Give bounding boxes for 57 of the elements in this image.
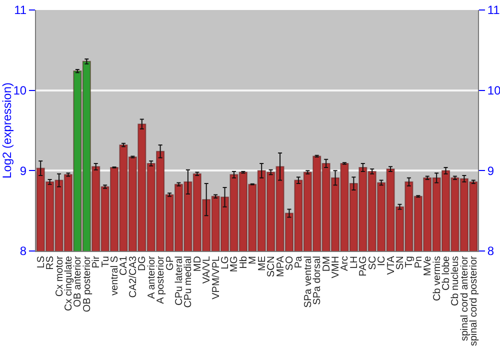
x-tick-label: DM <box>321 256 332 272</box>
x-tick-label: VTA <box>386 256 397 275</box>
x-tick-label: Cx cingulate <box>63 256 74 312</box>
x-tick-label: M <box>248 256 259 264</box>
x-tick-label: OB posterior <box>82 255 93 312</box>
x-tick-label: ME <box>256 256 268 271</box>
x-tick-label: MPA <box>275 256 286 277</box>
x-tick-label: SO <box>284 256 296 270</box>
x-tick-label: Pa <box>294 256 305 268</box>
x-tick-label: Cx motor <box>54 255 66 297</box>
x-tick-label: A anterior <box>146 255 158 299</box>
y-axis-title: Log2 (expression) <box>0 82 14 179</box>
x-tick-label: Pir <box>91 255 102 268</box>
x-tick-label: Pn <box>413 256 424 268</box>
x-tick-label: Cb nucleus <box>450 256 462 306</box>
y-tick-label: 11 <box>14 3 27 18</box>
x-tick-label: SPa ventral <box>302 256 314 308</box>
x-tick-label: VPM/VPL <box>210 256 222 300</box>
x-tick-label: LH <box>348 256 360 269</box>
x-tick-label: GP <box>164 256 176 270</box>
x-tick-label: IC <box>376 256 388 266</box>
x-tick-label: SN <box>394 256 406 270</box>
y-tick-label: 10 <box>13 84 27 98</box>
x-tick-label: Arc <box>340 256 351 271</box>
x-tick-label: VMH <box>330 256 342 278</box>
x-tick-label: MVe <box>422 256 434 276</box>
x-tick-label: DG <box>137 256 148 271</box>
x-tick-label: OB anterior <box>72 255 84 308</box>
x-tick-label: RS <box>45 256 56 270</box>
x-tick-label: CA1 <box>118 256 130 276</box>
x-tick-label: LS <box>36 256 47 268</box>
y2-tick-label: 8 <box>487 244 494 258</box>
x-tick-label: SCN <box>266 256 278 278</box>
x-tick-label: A posterior <box>156 255 167 304</box>
x-tick-label: spinal cord posterior <box>468 255 480 346</box>
x-tick-label: Cb vermis <box>432 256 443 302</box>
x-tick-label: MD <box>192 256 204 272</box>
x-tick-label: spinal cord anterior <box>459 255 470 342</box>
y2-tick-label: 11 <box>487 3 500 18</box>
x-tick-label: SC <box>367 256 378 270</box>
x-tick-label: CPu medial <box>183 256 194 308</box>
x-tick-label: CPu lateral <box>174 256 185 306</box>
x-tick-label: MG <box>229 256 240 272</box>
x-tick-label: VA/VL <box>202 256 213 284</box>
x-tick-label: ventral S <box>110 256 121 296</box>
x-tick-label: LG <box>220 256 232 270</box>
x-tick-label: SPa dorsal <box>312 256 324 305</box>
x-tick-label: Hb <box>238 256 250 269</box>
x-tick-label: PAG <box>358 256 370 276</box>
y-tick-label: 8 <box>20 244 27 258</box>
x-tick-label: CA2/CA3 <box>128 256 139 298</box>
y2-tick-label: 10 <box>487 84 500 98</box>
y-tick-label: 9 <box>20 164 27 178</box>
x-tick-label: Tu <box>100 256 112 268</box>
x-tick-label: Cb lobe <box>441 256 452 290</box>
x-tick-label: Tg <box>404 256 416 268</box>
y2-tick-label: 9 <box>487 164 494 178</box>
